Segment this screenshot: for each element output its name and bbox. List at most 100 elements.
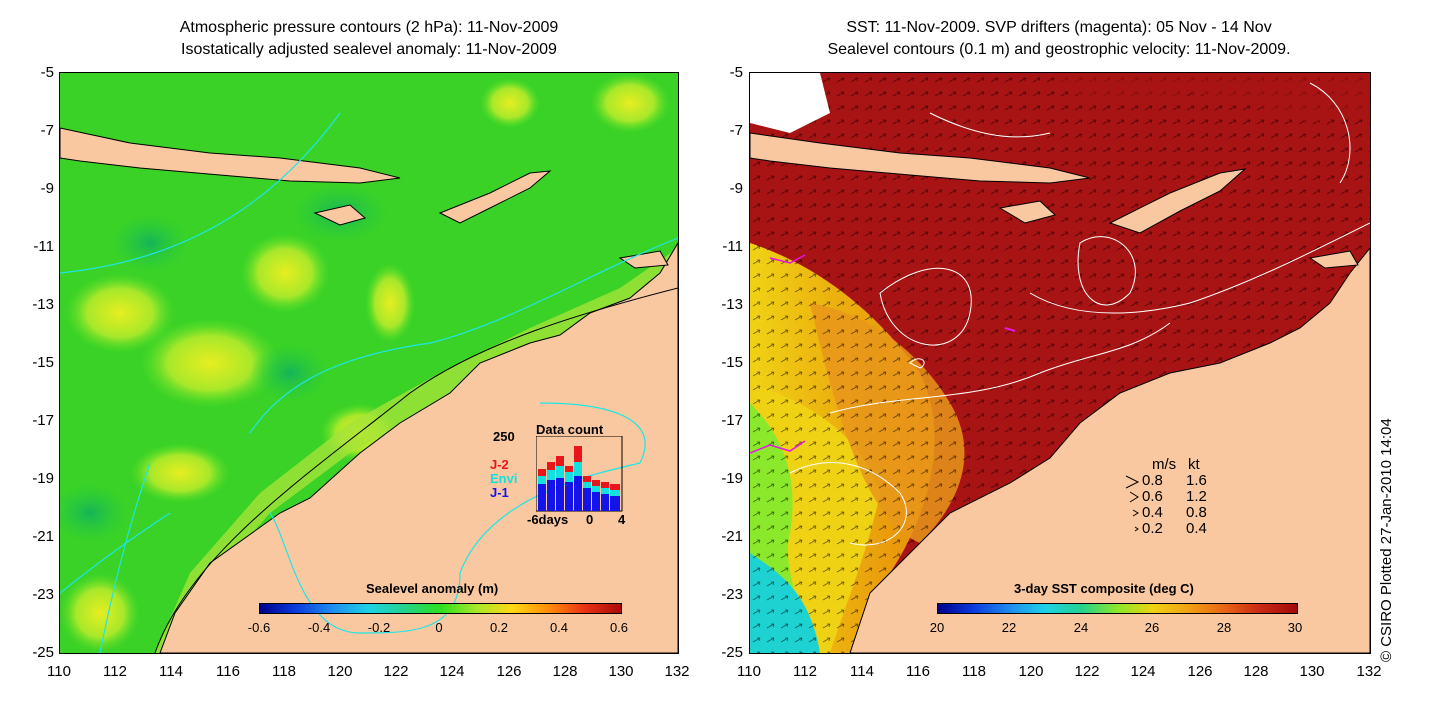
x-tick: 118 bbox=[272, 663, 296, 680]
right-map-panel bbox=[749, 72, 1371, 654]
data-count-chart bbox=[536, 436, 623, 512]
land-islands-north bbox=[750, 132, 1091, 184]
anomaly-patch bbox=[65, 273, 175, 353]
left-map-panel bbox=[59, 72, 679, 654]
colorbar-tick: 0 bbox=[435, 620, 443, 635]
anomaly-patch bbox=[60, 573, 140, 653]
anomaly-patch bbox=[590, 73, 670, 133]
anomaly-patch bbox=[130, 443, 230, 503]
land-timor bbox=[1108, 168, 1247, 234]
x-tick: 112 bbox=[103, 663, 127, 680]
left-title-line1: Atmospheric pressure contours (2 hPa): 1… bbox=[179, 19, 559, 36]
x-tick: 122 bbox=[1074, 663, 1100, 680]
colorbar-tick: 0.6 bbox=[609, 620, 629, 635]
colorbar-tick: 26 bbox=[1144, 620, 1160, 635]
colorbar-tick: -0.6 bbox=[247, 620, 271, 635]
land-sumba bbox=[998, 200, 1057, 224]
y-tick: -9 bbox=[40, 180, 54, 197]
y-tick: -11 bbox=[722, 238, 743, 255]
x-tick: 128 bbox=[1243, 663, 1269, 680]
x-tick: 110 bbox=[47, 663, 71, 680]
right-title-line2: Sealevel contours (0.1 m) and geostrophi… bbox=[827, 41, 1291, 58]
land-north-region bbox=[1050, 73, 1370, 123]
y-tick: -25 bbox=[721, 644, 743, 661]
left-title-line2: Isostatically adjusted sealevel anomaly:… bbox=[181, 41, 557, 58]
colorbar-tick: -0.4 bbox=[307, 620, 331, 635]
velocity-kt-0: 1.6 bbox=[1186, 472, 1207, 489]
y-tick: -13 bbox=[721, 296, 743, 313]
x-tick: 120 bbox=[1018, 663, 1044, 680]
y-tick: -11 bbox=[33, 238, 54, 255]
colorbar-tick: 30 bbox=[1287, 620, 1303, 635]
velocity-legend-header-kt: kt bbox=[1188, 456, 1200, 473]
y-tick: -17 bbox=[32, 412, 54, 429]
legend-j2: J-2 bbox=[490, 457, 509, 472]
x-tick: 120 bbox=[327, 663, 353, 680]
y-tick: -15 bbox=[721, 354, 743, 371]
velocity-ms-3: 0.2 bbox=[1142, 520, 1163, 537]
x-tick: 132 bbox=[1356, 663, 1382, 680]
y-tick: -15 bbox=[32, 354, 54, 371]
y-tick: -19 bbox=[721, 470, 743, 487]
y-tick: -23 bbox=[32, 586, 54, 603]
x-tick: 130 bbox=[1299, 663, 1325, 680]
colorbar-tick: 22 bbox=[1001, 620, 1017, 635]
colorbar-tick: 0.4 bbox=[549, 620, 569, 635]
land-islands-north bbox=[60, 127, 401, 184]
anomaly-patch bbox=[480, 78, 540, 128]
velocity-legend-header-ms: m/s bbox=[1152, 456, 1177, 473]
inset-x-mid: 0 bbox=[586, 512, 594, 527]
land-timor bbox=[438, 170, 552, 224]
y-tick: -21 bbox=[32, 528, 54, 545]
land-sumba bbox=[313, 204, 367, 226]
right-colorbar bbox=[937, 603, 1298, 614]
x-tick: 124 bbox=[439, 663, 465, 680]
right-title-line1: SST: 11-Nov-2009. SVP drifters (magenta)… bbox=[846, 19, 1272, 36]
x-tick: 128 bbox=[552, 663, 578, 680]
sst-map bbox=[750, 73, 1370, 653]
left-colorbar bbox=[259, 603, 622, 614]
colorbar-tick: 28 bbox=[1216, 620, 1232, 635]
y-tick: -23 bbox=[721, 586, 743, 603]
anomaly-patch bbox=[240, 233, 330, 313]
anomaly-patch bbox=[60, 483, 130, 543]
anomaly-patch bbox=[140, 318, 280, 408]
inset-title: Data count bbox=[536, 422, 604, 437]
y-tick: -19 bbox=[32, 470, 54, 487]
inset-y-max: 250 bbox=[493, 429, 515, 444]
x-tick: 110 bbox=[737, 663, 761, 680]
x-tick: 114 bbox=[159, 663, 183, 680]
credit-text: © CSIRO Plotted 27-Jan-2010 14:04 bbox=[1378, 418, 1395, 662]
velocity-ms-2: 0.4 bbox=[1142, 504, 1163, 521]
velocity-ms-0: 0.8 bbox=[1142, 472, 1163, 489]
x-tick: 124 bbox=[1130, 663, 1156, 680]
y-tick: -7 bbox=[40, 122, 54, 139]
x-tick: 126 bbox=[496, 663, 522, 680]
velocity-kt-1: 1.2 bbox=[1186, 488, 1207, 505]
x-tick: 114 bbox=[850, 663, 874, 680]
colorbar-tick: 0.2 bbox=[489, 620, 509, 635]
anomaly-patch bbox=[365, 263, 415, 343]
colorbar-tick: 24 bbox=[1073, 620, 1089, 635]
y-tick: -21 bbox=[721, 528, 743, 545]
y-tick: -25 bbox=[32, 644, 54, 661]
x-tick: 122 bbox=[383, 663, 409, 680]
inset-x-right: 4 bbox=[618, 512, 626, 527]
right-colorbar-title: 3-day SST composite (deg C) bbox=[1014, 581, 1194, 596]
x-tick: 130 bbox=[608, 663, 634, 680]
sealevel-anomaly-map bbox=[60, 73, 678, 653]
colorbar-tick: -0.2 bbox=[367, 620, 391, 635]
x-tick: 116 bbox=[216, 663, 240, 680]
velocity-ms-1: 0.6 bbox=[1142, 488, 1163, 505]
colorbar-tick: 20 bbox=[929, 620, 945, 635]
inset-x-left: -6days bbox=[527, 512, 569, 527]
velocity-kt-2: 0.8 bbox=[1186, 504, 1207, 521]
y-tick: -17 bbox=[721, 412, 743, 429]
y-tick: -13 bbox=[32, 296, 54, 313]
x-tick: 132 bbox=[664, 663, 690, 680]
x-tick: 126 bbox=[1187, 663, 1213, 680]
anomaly-patch bbox=[110, 213, 190, 273]
legend-j1: J-1 bbox=[490, 485, 509, 500]
velocity-kt-3: 0.4 bbox=[1186, 520, 1207, 537]
y-tick: -7 bbox=[729, 122, 743, 139]
